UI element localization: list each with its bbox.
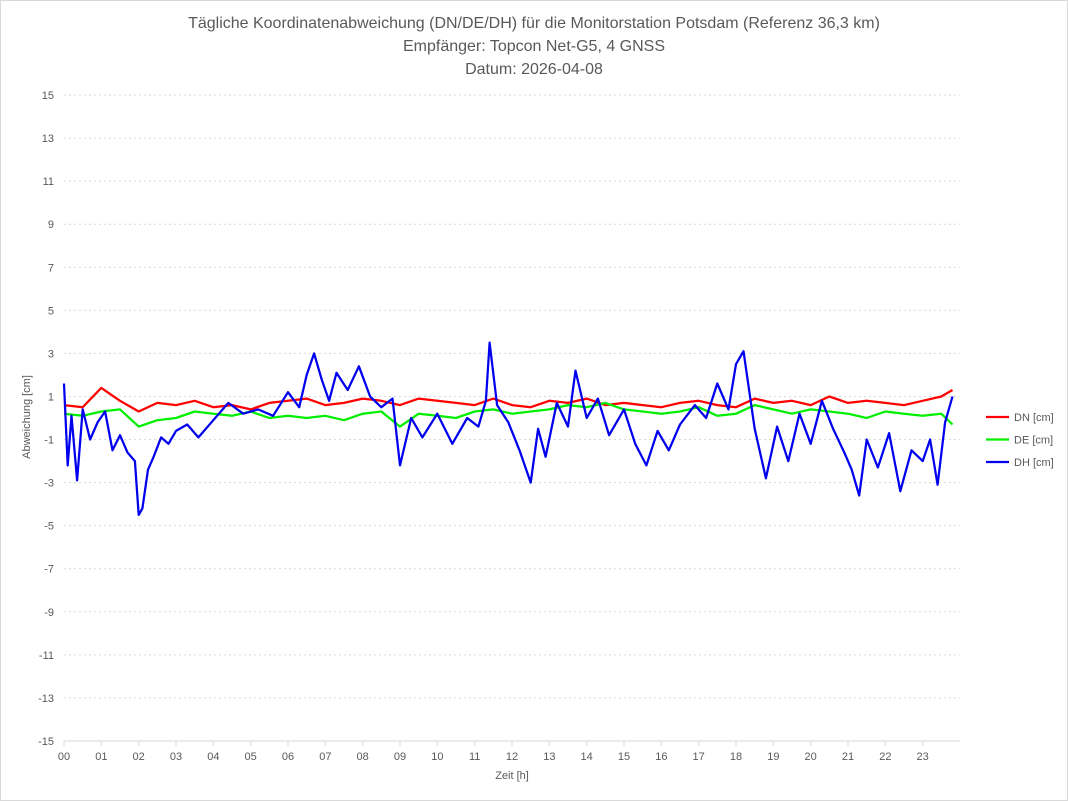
- y-axis-ticks: 15 13 11 9 7 5 3 1 -1 -3 -5 -7 -9 -11 -13 -15: [38, 90, 54, 748]
- x-tick-label: 07: [319, 751, 331, 763]
- legend-label: DE [cm]: [1014, 435, 1053, 447]
- y-tick-label: -9: [44, 607, 54, 619]
- x-tick-label: 18: [730, 751, 742, 763]
- legend: DN [cm] DE [cm] DH [cm]: [986, 412, 1054, 469]
- x-tick-label: 09: [394, 751, 406, 763]
- x-tick-label: 13: [543, 751, 555, 763]
- x-tick-label: 15: [618, 751, 630, 763]
- chart-subtitle: Empfänger: Topcon Net-G5, 4 GNSS: [403, 38, 665, 55]
- legend-label: DH [cm]: [1014, 457, 1054, 469]
- x-tick-label: 10: [431, 751, 443, 763]
- x-tick-label: 08: [357, 751, 369, 763]
- x-tick-label: 01: [95, 751, 107, 763]
- y-axis-label: Abweichung [cm]: [21, 375, 33, 459]
- gridlines: [64, 94, 960, 742]
- y-tick-label: 5: [48, 305, 54, 317]
- series-line-de: [63, 401, 954, 428]
- series-lines: [62, 341, 954, 517]
- x-tick-label: 20: [805, 751, 817, 763]
- x-tick-label: 17: [693, 751, 705, 763]
- y-tick-label: 1: [48, 391, 54, 403]
- x-axis-ticks: 00 01 02 03 04 05 06 07 08 09 10 11 12 13 14 15 16 17 18 19…: [58, 741, 929, 763]
- chart-title: Tägliche Koordinatenabweichung (DN/DE/DH…: [188, 15, 880, 32]
- x-tick-label: 00: [58, 751, 70, 763]
- x-tick-label: 06: [282, 751, 294, 763]
- legend-label: DN [cm]: [1014, 412, 1054, 424]
- y-tick-label: -3: [44, 478, 54, 490]
- x-tick-label: 05: [245, 751, 257, 763]
- x-tick-label: 21: [842, 751, 854, 763]
- x-tick-label: 19: [767, 751, 779, 763]
- y-tick-label: 15: [42, 90, 54, 102]
- y-tick-label: -13: [38, 693, 54, 705]
- y-tick-label: -7: [44, 564, 54, 576]
- x-tick-label: 02: [133, 751, 145, 763]
- x-tick-label: 03: [170, 751, 182, 763]
- y-tick-label: -15: [38, 736, 54, 748]
- series-line-dh: [62, 341, 954, 517]
- x-tick-label: 04: [207, 751, 219, 763]
- y-tick-label: -1: [44, 435, 54, 447]
- chart-date: Datum: 2026-04-08: [465, 61, 603, 78]
- x-tick-label: 11: [469, 751, 480, 763]
- x-tick-label: 23: [917, 751, 929, 763]
- y-tick-label: 9: [48, 219, 54, 231]
- y-tick-label: 7: [48, 262, 54, 274]
- x-tick-label: 12: [506, 751, 518, 763]
- y-tick-label: 3: [48, 348, 54, 360]
- y-tick-label: -11: [39, 650, 54, 662]
- y-tick-label: 11: [43, 176, 54, 188]
- series-line-dn: [63, 386, 954, 413]
- x-tick-label: 22: [879, 751, 891, 763]
- x-tick-label: 16: [655, 751, 667, 763]
- x-tick-label: 14: [581, 751, 593, 763]
- x-axis-label: Zeit [h]: [495, 770, 529, 782]
- y-tick-label: 13: [42, 133, 54, 145]
- y-tick-label: -5: [44, 521, 54, 533]
